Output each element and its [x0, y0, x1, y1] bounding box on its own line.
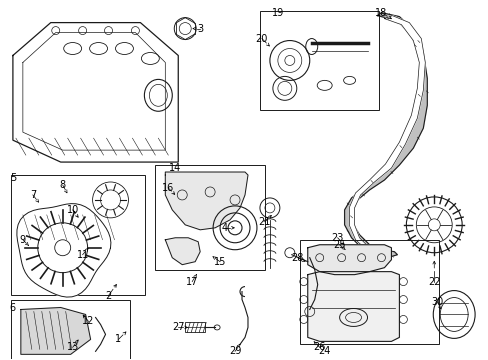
Polygon shape	[307, 245, 390, 275]
Polygon shape	[17, 204, 111, 297]
Text: 22: 22	[427, 276, 440, 287]
Text: 19: 19	[271, 8, 284, 18]
Text: 20: 20	[255, 33, 267, 44]
Text: 9: 9	[20, 235, 26, 245]
Text: 5: 5	[10, 173, 16, 183]
Text: 4: 4	[222, 223, 228, 233]
Polygon shape	[21, 307, 90, 354]
Text: 15: 15	[213, 257, 226, 267]
Bar	[11, 300, 130, 359]
Text: 10: 10	[66, 205, 79, 215]
Bar	[299, 240, 438, 345]
Text: 8: 8	[60, 180, 65, 190]
Polygon shape	[307, 272, 399, 341]
Text: 7: 7	[30, 190, 36, 200]
Text: 24: 24	[318, 346, 330, 356]
Text: 14: 14	[169, 163, 181, 173]
Bar	[11, 175, 145, 294]
Text: 17: 17	[185, 276, 198, 287]
Polygon shape	[344, 13, 427, 258]
Text: 27: 27	[172, 323, 184, 332]
Text: 28: 28	[291, 253, 304, 263]
Text: 18: 18	[375, 8, 387, 18]
Bar	[260, 11, 379, 110]
Text: 26: 26	[313, 342, 325, 352]
Polygon shape	[13, 23, 178, 162]
Text: 6: 6	[10, 302, 16, 312]
Bar	[185, 323, 205, 332]
Polygon shape	[165, 172, 247, 230]
Text: 12: 12	[82, 316, 95, 327]
Text: 1: 1	[115, 334, 122, 345]
Text: 29: 29	[228, 346, 241, 356]
Text: 2: 2	[105, 291, 111, 301]
Text: 30: 30	[430, 297, 443, 306]
Text: 16: 16	[162, 183, 174, 193]
Text: 13: 13	[66, 342, 79, 352]
Text: 25: 25	[333, 240, 345, 250]
Polygon shape	[165, 238, 200, 265]
Polygon shape	[349, 15, 425, 250]
Text: 11: 11	[76, 250, 88, 260]
Text: 21: 21	[258, 217, 270, 227]
Text: 23: 23	[331, 233, 343, 243]
Text: 3: 3	[197, 24, 203, 33]
Bar	[155, 165, 264, 270]
